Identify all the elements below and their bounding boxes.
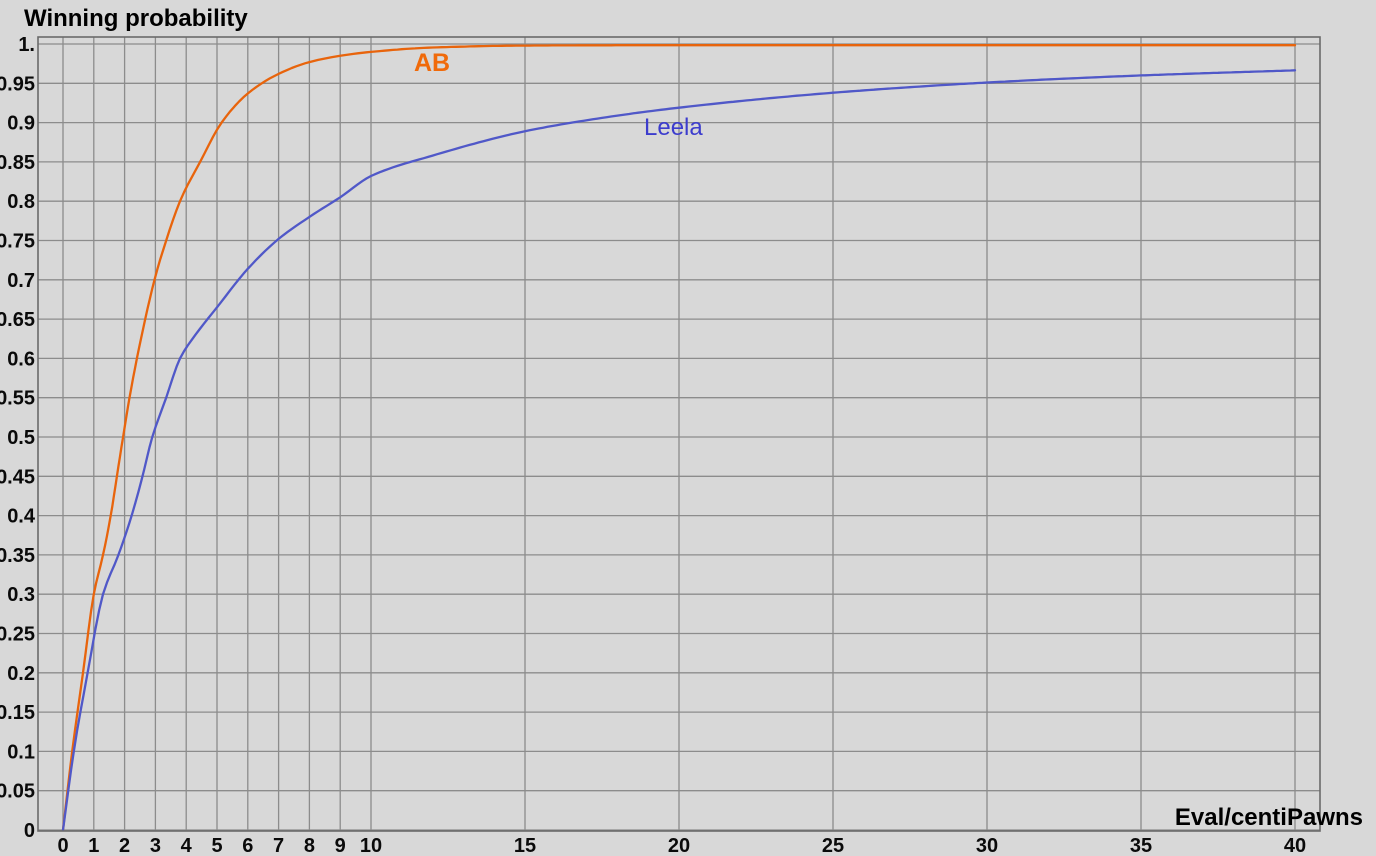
y-tick-label: 0.6 xyxy=(7,348,35,370)
y-tick-label: 1. xyxy=(18,34,35,56)
x-tick-label: 0 xyxy=(57,835,68,856)
chart-title: Winning probability xyxy=(24,5,248,32)
series-curve-leela xyxy=(61,69,1297,832)
x-axis-title: Eval/centiPawns xyxy=(1174,804,1363,831)
x-tick-label: 6 xyxy=(242,835,253,856)
x-tick-label: 3 xyxy=(150,835,161,856)
y-tick-label: 0.45 xyxy=(0,466,35,488)
x-tick-label: 2 xyxy=(119,835,130,856)
y-tick-label: 0.25 xyxy=(0,624,35,646)
y-tick-label: 0.2 xyxy=(7,663,35,685)
plot-frame xyxy=(37,36,1321,832)
y-tick-label: 0.7 xyxy=(7,270,35,292)
x-tick-label: 40 xyxy=(1284,835,1306,856)
y-tick-label: 0.75 xyxy=(0,231,35,253)
y-tick-label: 0.8 xyxy=(7,191,35,213)
series-label-leela: Leela xyxy=(644,114,703,141)
y-tick-label: 0 xyxy=(24,820,35,842)
x-tick-label: 25 xyxy=(822,835,844,856)
y-tick-label: 0.65 xyxy=(0,309,35,331)
y-tick-label: 0.95 xyxy=(0,73,35,95)
x-tick-label: 10 xyxy=(360,835,382,856)
y-tick-label: 0.4 xyxy=(7,506,36,528)
x-tick-label: 5 xyxy=(211,835,222,856)
y-tick-label: 0.1 xyxy=(7,741,35,763)
series-label-ab: AB xyxy=(414,49,451,77)
x-tick-label: 7 xyxy=(273,835,284,856)
y-tick-label: 0.3 xyxy=(7,584,35,606)
x-tick-label: 9 xyxy=(335,835,346,856)
y-tick-label: 0.35 xyxy=(0,545,35,567)
x-tick-label: 4 xyxy=(181,835,193,856)
x-tick-label: 15 xyxy=(514,835,536,856)
x-tick-label: 8 xyxy=(304,835,315,856)
y-tick-label: 0.55 xyxy=(0,388,35,410)
y-tick-label: 0.05 xyxy=(0,781,35,803)
series-curve-ab xyxy=(61,44,1297,832)
y-tick-label: 0.85 xyxy=(0,152,35,174)
y-tick-label: 0.15 xyxy=(0,702,35,724)
x-tick-label: 35 xyxy=(1130,835,1152,856)
x-tick-label: 20 xyxy=(668,835,690,856)
y-tick-label: 0.5 xyxy=(7,427,35,449)
y-tick-label: 0.9 xyxy=(7,113,35,135)
x-tick-label: 1 xyxy=(88,835,99,856)
x-tick-label: 30 xyxy=(976,835,998,856)
